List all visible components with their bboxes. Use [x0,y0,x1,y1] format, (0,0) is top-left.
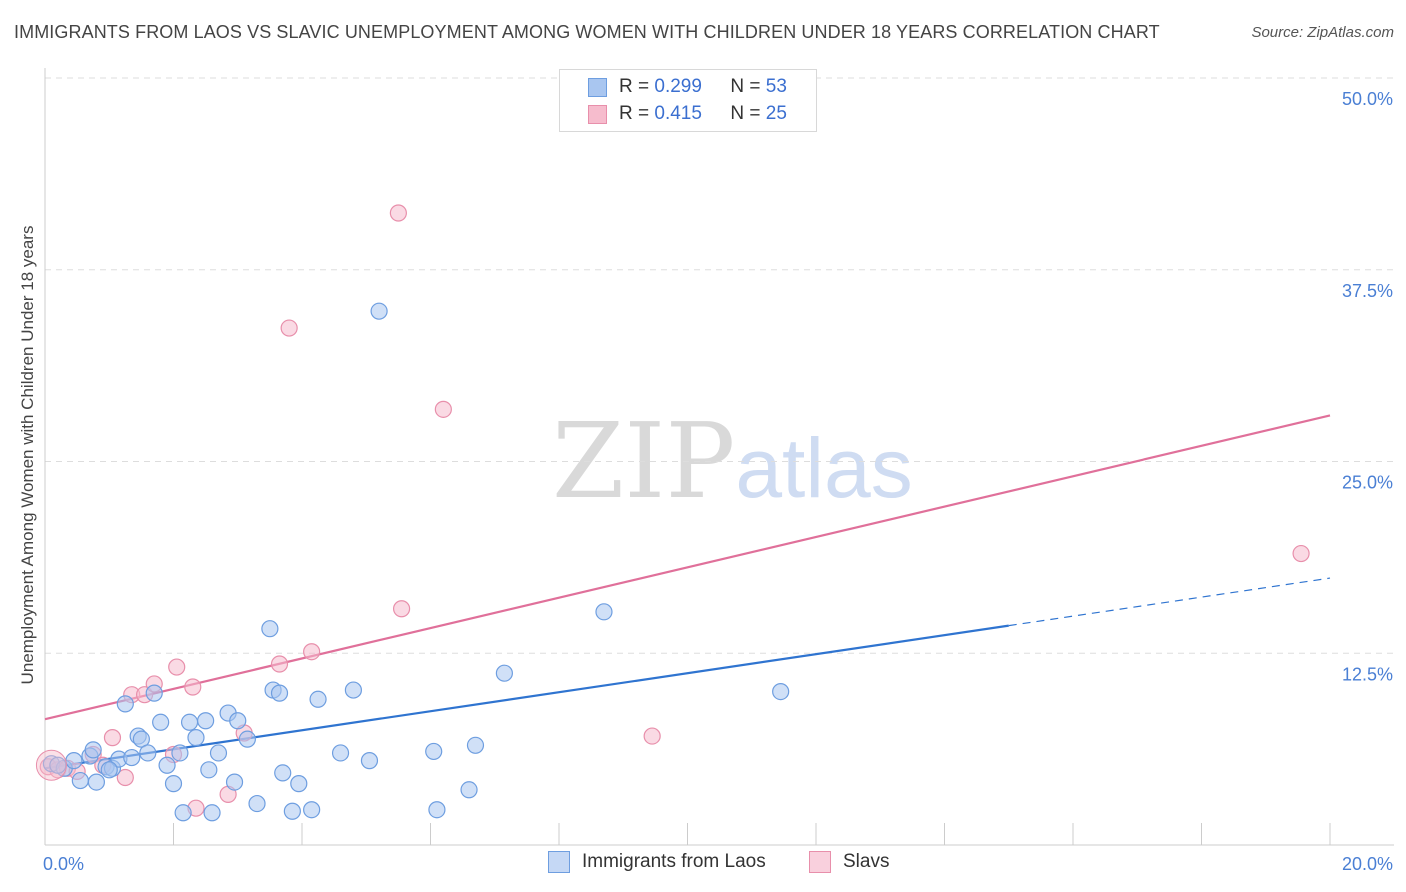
legend-n-value-slavs: 25 [765,103,787,124]
laos-point [460,781,478,799]
laos-point [152,713,170,731]
slavs-point [392,600,411,618]
laos-point [238,730,256,748]
tick-label-layer: 12.5% 25.0% 37.5% 50.0% 0.0% 20.0% [43,89,1393,874]
legend-swatch-laos [588,77,607,97]
trend-layer [44,414,1331,770]
laos-point [49,756,67,774]
laos-point [71,771,89,790]
x-tick-label: 0.0% [43,854,84,874]
points-layer [35,204,1310,822]
laos-point [197,712,215,730]
laos-point [203,804,221,822]
laos-point [274,764,292,782]
legend-row-slavs: R = 0.415 N = 25 [560,101,787,127]
laos-point [139,744,157,762]
laos-point [466,736,485,754]
series-legend: Immigrants from Laos Slavs [0,851,1406,877]
watermark-atlas: atlas [735,421,913,515]
slavs-point [103,729,122,747]
slavs-point [643,727,661,745]
laos-point [200,761,218,779]
laos-point [174,804,192,822]
legend-r-label-slavs: R = [619,103,650,124]
grid-layer [45,77,1394,654]
watermark: ZIPatlas [552,400,913,522]
y-tick-label: 37.5% [1342,281,1393,301]
laos-point [171,744,189,762]
stats-legend: R = 0.299 N = 53 R = 0.415 N = 25 [559,69,817,132]
trend-line-laos [44,624,1009,770]
laos-point [772,682,790,701]
laos-point [123,748,141,767]
laos-point [261,620,279,638]
series-legend-slavs: Slavs [809,851,889,873]
chart-title: IMMIGRANTS FROM LAOS VS SLAVIC UNEMPLOYM… [14,22,1160,42]
slavs-point [434,400,452,418]
laos-point [331,744,350,762]
trend-line-extension-laos [1008,577,1331,627]
x-tick-label: 20.0% [1342,854,1393,874]
laos-point [360,752,379,770]
laos-point [270,684,289,702]
legend-r-label-laos: R = [619,76,650,97]
slavs-point [303,643,321,661]
series-swatch-slavs [809,851,831,873]
slavs-point [1292,544,1310,563]
laos-point [344,681,362,699]
laos-point [595,603,613,621]
series-label-slavs: Slavs [843,851,890,872]
legend-r-value-slavs: 0.415 [654,103,702,124]
series-swatch-laos [548,851,570,873]
laos-point [145,684,163,702]
y-tick-label: 50.0% [1342,89,1393,109]
legend-row-laos: R = 0.299 N = 53 [560,74,787,100]
laos-point [303,801,321,819]
laos-point [87,773,106,791]
laos-point [65,752,83,770]
slavs-point [280,319,298,337]
laos-point [84,741,102,759]
legend-swatch-slavs [588,104,607,124]
laos-point [290,775,308,793]
slavs-point [168,658,186,676]
laos-point [158,756,176,774]
laos-point [187,729,205,747]
laos-point [370,302,388,320]
legend-r-value-laos: 0.299 [654,76,702,97]
laos-point [248,794,266,813]
laos-point [116,695,134,713]
laos-point [309,690,327,708]
axis-layer [44,68,1394,846]
source-label: Source: ZipAtlas.com [1251,24,1394,41]
legend-n-value-laos: 53 [765,76,787,97]
slavs-point [116,768,134,787]
laos-point [225,773,244,791]
laos-point [495,664,513,682]
legend-n-label-laos: N = [730,76,761,97]
y-tick-label: 12.5% [1342,664,1393,684]
laos-point [283,802,301,820]
trend-line-slavs [44,414,1331,721]
laos-point [428,801,446,819]
laos-point [180,713,199,731]
laos-point [100,761,118,779]
laos-point [132,730,150,748]
legend-n-label-slavs: N = [730,103,761,124]
series-legend-laos: Immigrants from Laos [548,851,766,873]
laos-point [229,712,247,730]
laos-point [164,775,183,793]
slavs-point [389,204,407,222]
series-label-laos: Immigrants from Laos [582,851,766,872]
slavs-point-cluster [35,749,67,781]
slavs-point [270,655,289,673]
slavs-point [184,678,202,696]
laos-point [425,742,443,761]
laos-point [209,744,228,762]
y-tick-label: 25.0% [1342,473,1393,493]
